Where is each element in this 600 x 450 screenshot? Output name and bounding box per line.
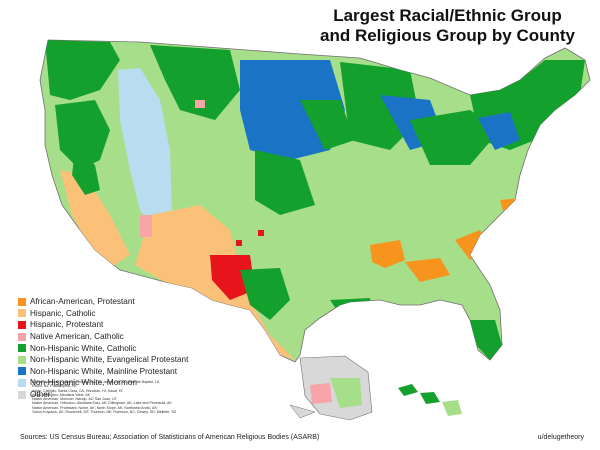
mississippi-belt (370, 240, 405, 268)
alaska-evangelical (330, 378, 362, 408)
map-title: Largest Racial/Ethnic Group and Religiou… (300, 6, 595, 46)
other-note: Yukon-Koyukuk, AK; Roosevelt, MT; Thurst… (32, 410, 177, 415)
navajo-patch (140, 215, 152, 237)
hawaii-island-3 (442, 400, 462, 416)
texas-red-2 (236, 240, 242, 246)
legend-swatch (18, 320, 26, 329)
other-note: African-American, Catholic: Orleans, LA;… (32, 380, 160, 384)
legend-swatch (18, 332, 26, 341)
legend-item: African-American, Protestant (18, 296, 248, 308)
title-line-1: Largest Racial/Ethnic Group (333, 6, 562, 25)
montana-region (150, 45, 240, 120)
california-hispanic-catholic (60, 170, 130, 268)
midwest-catholic-a (300, 100, 355, 150)
california-central (72, 150, 100, 195)
legend-label: African-American, Protestant (30, 297, 135, 307)
legend-swatch (18, 390, 26, 399)
alabama-belt (405, 258, 450, 282)
legend-label: Non-Hispanic White, Evangelical Protesta… (30, 355, 189, 365)
legend-label: Non-Hispanic White, Catholic (30, 343, 137, 353)
legend-label: Native American, Catholic (30, 332, 124, 342)
legend-swatch (18, 355, 26, 364)
sources-text: Sources: US Census Bureau; Association o… (20, 434, 320, 441)
south-florida (470, 320, 502, 360)
author-credit: u/delugetheory (537, 434, 584, 441)
legend-item: Hispanic, Protestant (18, 319, 248, 331)
legend-swatch (18, 344, 26, 353)
legend-item: Non-Hispanic White, Catholic (18, 342, 248, 354)
mormon-region (118, 68, 172, 230)
other-notes: African-American, Catholic: Orleans, LA;… (32, 380, 232, 414)
texas-red-1 (258, 230, 264, 236)
hawaii-island-1 (398, 384, 418, 396)
legend-label: Other: (30, 390, 53, 400)
oregon-region (55, 100, 110, 170)
legend-label: Non-Hispanic White, Mainline Protestant (30, 366, 177, 376)
legend-swatch (18, 378, 26, 387)
legend-item: Non-Hispanic White, Mainline Protestant (18, 366, 248, 378)
legend-label: Hispanic, Catholic (30, 308, 96, 318)
legend-label: Non-Hispanic White, Mormon (30, 378, 137, 388)
plains-catholic (255, 150, 315, 215)
title-line-2: and Religious Group by County (320, 26, 575, 45)
pennsylvania-mainline (478, 112, 520, 150)
legend-swatch (18, 297, 26, 306)
pacific-northwest-catholic (45, 40, 120, 100)
legend-item: Non-Hispanic White, Mormon (18, 377, 248, 389)
texas-hispanic-protestant (210, 255, 255, 300)
other-note: Asian, Orthodox: Aleutians West, AK (32, 392, 91, 397)
legend-item: Other: (18, 389, 248, 401)
other-note: Native American, Orthodox: Aleutians Eas… (32, 401, 172, 406)
aleutian-islands (289, 404, 316, 419)
texas-central-catholic (240, 268, 290, 320)
legend-item: Hispanic, Catholic (18, 308, 248, 320)
alaska-native (310, 383, 332, 404)
other-note: Essex, NJ; Philadelphia, PA (32, 384, 77, 389)
wyoming-colorado (175, 120, 230, 200)
hawaii-island-2 (420, 392, 440, 404)
other-note: Native American, Mormon: Navajo, AZ; San… (32, 397, 117, 402)
other-note: Asian, Catholic: Santa Clara, CA; Honolu… (32, 388, 123, 393)
native-patch-mt (195, 100, 205, 108)
legend-item: Native American, Catholic (18, 331, 248, 343)
legend-swatch (18, 309, 26, 318)
legend-swatch (18, 367, 26, 376)
other-note: Native American, Protestant: Nome, AK; N… (32, 405, 158, 410)
virginia-belt (500, 198, 525, 218)
louisiana-catholic (330, 298, 372, 322)
legend: African-American, Protestant Hispanic, C… (18, 296, 248, 400)
legend-item: Non-Hispanic White, Evangelical Protesta… (18, 354, 248, 366)
legend-label: Hispanic, Protestant (30, 320, 104, 330)
